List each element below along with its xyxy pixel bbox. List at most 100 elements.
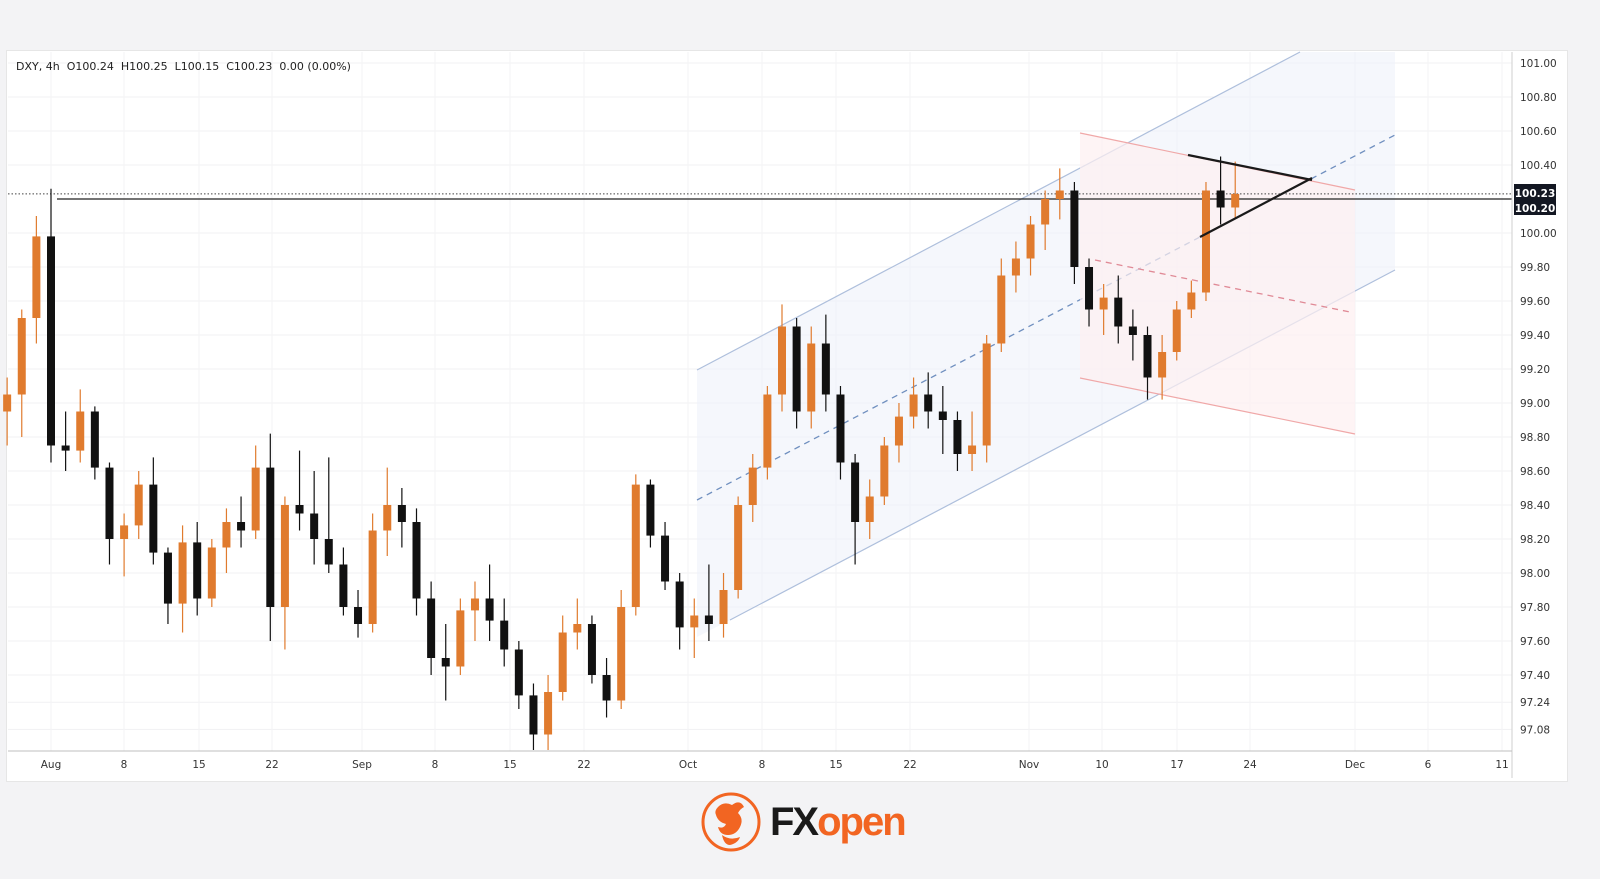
candle <box>90 406 99 480</box>
candle-body <box>1070 190 1079 267</box>
candle <box>602 658 611 718</box>
candle <box>719 573 728 638</box>
candle-body <box>324 539 333 565</box>
candle <box>295 450 304 531</box>
candle-body <box>237 522 246 531</box>
candle <box>704 564 713 641</box>
blue-channel-upper[interactable] <box>696 51 1301 371</box>
candle-body <box>675 581 684 628</box>
candle-body <box>266 467 275 607</box>
candle <box>32 216 41 344</box>
candle-body <box>470 598 479 611</box>
red-channel-lower[interactable] <box>1079 377 1356 435</box>
candle <box>237 496 246 548</box>
x-tick-label: 8 <box>759 759 766 771</box>
candle-body <box>17 318 26 395</box>
candle-body <box>1172 309 1181 352</box>
x-tick-label: Oct <box>679 759 697 771</box>
candle <box>558 615 567 701</box>
candle-body <box>1085 267 1094 310</box>
candle-body <box>894 416 903 446</box>
x-tick-label: 15 <box>192 759 205 771</box>
candle <box>587 615 596 684</box>
legend-low: L100.15 <box>174 60 220 73</box>
candle <box>1158 335 1167 400</box>
candle <box>938 386 947 454</box>
candle-body <box>32 236 41 318</box>
price-axis[interactable]: 101.00 100.80 100.60 100.40 100.00 99.80 99.60… <box>1520 58 1557 736</box>
candle <box>3 377 12 446</box>
candle-body <box>544 692 553 735</box>
candle <box>1055 168 1064 220</box>
time-axis[interactable]: Aug 8 15 22 Sep 8 15 22 Oct 8 15 22 Nov 10 17 24 Dec 6 11 <box>41 759 1509 771</box>
candle <box>529 683 538 750</box>
y-tick-label: 99.00 <box>1520 398 1550 410</box>
candle <box>865 479 874 539</box>
level-price-label: 100.20 <box>1515 203 1556 215</box>
candle <box>456 598 465 675</box>
triangle-lower-line[interactable] <box>1199 177 1313 238</box>
candle <box>573 598 582 650</box>
candle <box>383 467 392 556</box>
candle <box>193 522 202 616</box>
candle-body <box>880 445 889 497</box>
candle-body <box>617 607 626 701</box>
y-tick-label: 97.24 <box>1520 697 1550 709</box>
candle <box>1231 161 1240 220</box>
candle <box>222 508 231 573</box>
candle <box>485 564 494 641</box>
x-tick-label: 6 <box>1425 759 1432 771</box>
candle <box>61 411 70 471</box>
candle <box>909 377 918 429</box>
candle <box>953 411 962 471</box>
x-tick-label: Nov <box>1019 759 1040 771</box>
candle <box>1070 182 1079 284</box>
candle <box>675 573 684 650</box>
candle <box>690 598 699 658</box>
candle-body <box>909 394 918 417</box>
fxopen-logo: FXopen <box>700 790 907 854</box>
y-tick-label: 100.40 <box>1520 160 1557 172</box>
x-tick-label: 15 <box>503 759 516 771</box>
candle <box>120 513 129 577</box>
x-tick-label: 22 <box>903 759 916 771</box>
candle <box>851 454 860 565</box>
candle-body <box>500 620 509 650</box>
candle <box>47 188 55 463</box>
candle <box>368 513 377 633</box>
candle-body <box>924 394 933 412</box>
candle <box>661 522 670 590</box>
candle-body <box>485 598 494 621</box>
candle-body <box>1041 199 1050 225</box>
candle-body <box>1099 297 1108 310</box>
y-tick-label: 99.20 <box>1520 364 1550 376</box>
candle-body <box>1187 292 1196 310</box>
candle-body <box>427 598 436 658</box>
candle-body <box>587 624 596 675</box>
last-price-label: 100.23 <box>1515 188 1556 200</box>
candle-body <box>529 695 538 735</box>
x-tick-label: 11 <box>1495 759 1508 771</box>
candle-body <box>178 542 187 604</box>
x-tick-label: Sep <box>352 759 372 771</box>
candle-body <box>1055 190 1064 199</box>
candle-body <box>792 326 801 412</box>
candles <box>3 156 1240 750</box>
candle <box>1128 309 1137 361</box>
y-tick-label: 100.80 <box>1520 92 1557 104</box>
candle <box>1085 258 1094 327</box>
candle-body <box>778 326 786 395</box>
candle <box>178 525 187 633</box>
symbol-legend: DXY, 4h O100.24 H100.25 L100.15 C100.23 0.00 … <box>16 60 358 73</box>
logo-wordmark: FXopen <box>770 799 907 844</box>
candle <box>134 471 143 539</box>
candle <box>821 314 830 412</box>
candle <box>280 496 289 650</box>
candle-body <box>456 610 465 667</box>
candle-body <box>310 513 319 539</box>
candle-body <box>207 547 216 599</box>
candle-body <box>690 615 699 628</box>
candle-body <box>3 394 12 412</box>
triangle-upper-line[interactable] <box>1187 153 1313 182</box>
